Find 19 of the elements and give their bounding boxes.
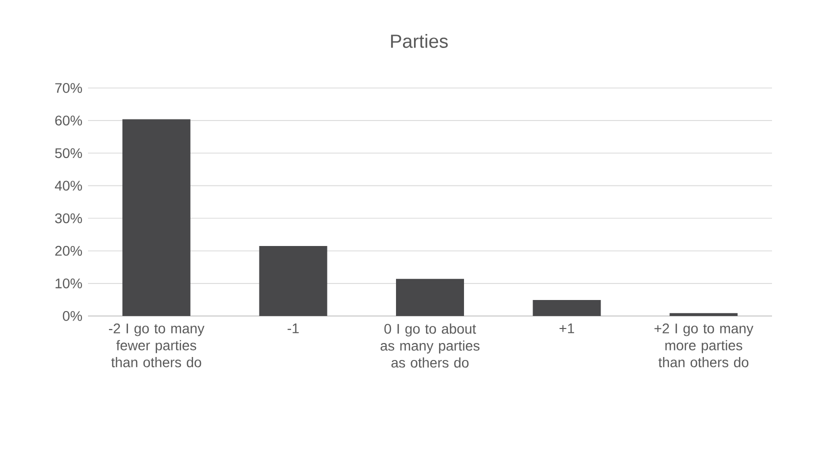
y-tick-label: 40% xyxy=(54,180,82,191)
bar xyxy=(396,278,464,316)
y-tick-label: 70% xyxy=(55,83,82,93)
y-tick-label: 10% xyxy=(56,278,82,288)
bar xyxy=(670,313,738,316)
y-tick-label: 0% xyxy=(62,311,82,321)
y-tick-label: 60% xyxy=(55,116,82,126)
chart-title: Parties xyxy=(391,34,448,48)
x-tick-label: +2 I go to many more parties than others do xyxy=(654,324,754,368)
x-tick-label: -1 xyxy=(288,324,299,334)
bar xyxy=(122,119,190,316)
bar xyxy=(532,300,601,316)
y-tick-label: 50% xyxy=(55,148,82,158)
x-tick-label: +1 xyxy=(560,324,574,334)
bar xyxy=(259,246,328,316)
x-tick-label: 0 I go to about as many parties as others do xyxy=(380,324,480,368)
y-tick-label: 30% xyxy=(55,213,82,224)
x-tick-label: -2 I go to many fewer parties than others do xyxy=(108,324,204,368)
y-tick-label: 20% xyxy=(55,246,82,256)
